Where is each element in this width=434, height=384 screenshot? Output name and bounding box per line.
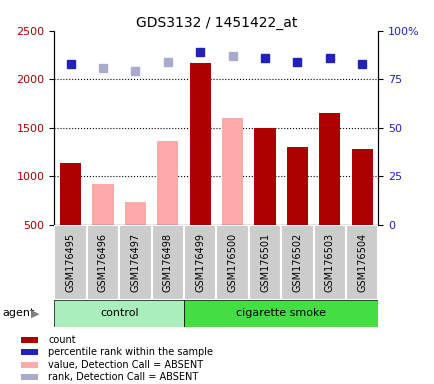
Text: ▶: ▶ xyxy=(30,308,39,318)
FancyBboxPatch shape xyxy=(184,225,216,300)
Text: control: control xyxy=(100,308,138,318)
FancyBboxPatch shape xyxy=(151,225,184,300)
Bar xyxy=(254,128,275,225)
Text: percentile rank within the sample: percentile rank within the sample xyxy=(48,347,213,358)
Text: GSM176503: GSM176503 xyxy=(324,233,334,291)
FancyBboxPatch shape xyxy=(281,225,313,300)
Bar xyxy=(21,362,38,368)
Text: count: count xyxy=(48,335,76,345)
Bar xyxy=(222,118,243,225)
FancyBboxPatch shape xyxy=(313,225,345,300)
Text: GSM176497: GSM176497 xyxy=(130,233,140,291)
Bar xyxy=(92,184,113,225)
Bar xyxy=(21,374,38,380)
Bar xyxy=(184,300,378,327)
Text: value, Detection Call = ABSENT: value, Detection Call = ABSENT xyxy=(48,360,203,370)
Text: GSM176495: GSM176495 xyxy=(66,233,76,291)
FancyBboxPatch shape xyxy=(54,225,87,300)
Text: GSM176499: GSM176499 xyxy=(195,233,205,291)
Bar xyxy=(54,300,184,327)
Bar xyxy=(286,147,307,225)
FancyBboxPatch shape xyxy=(248,225,281,300)
Text: rank, Detection Call = ABSENT: rank, Detection Call = ABSENT xyxy=(48,372,198,382)
FancyBboxPatch shape xyxy=(119,225,151,300)
Text: cigarette smoke: cigarette smoke xyxy=(236,308,326,318)
Text: GSM176501: GSM176501 xyxy=(260,233,270,291)
Bar xyxy=(189,63,210,225)
Text: GSM176496: GSM176496 xyxy=(98,233,108,291)
Text: GSM176504: GSM176504 xyxy=(356,233,366,291)
Bar xyxy=(157,141,178,225)
Text: GSM176498: GSM176498 xyxy=(162,233,172,291)
Text: agent: agent xyxy=(2,308,34,318)
Title: GDS3132 / 1451422_at: GDS3132 / 1451422_at xyxy=(135,16,296,30)
FancyBboxPatch shape xyxy=(87,225,119,300)
FancyBboxPatch shape xyxy=(345,225,378,300)
Text: GSM176502: GSM176502 xyxy=(292,232,302,292)
Bar xyxy=(21,349,38,355)
Bar xyxy=(21,337,38,343)
Bar xyxy=(319,113,339,225)
Bar xyxy=(60,162,81,225)
FancyBboxPatch shape xyxy=(216,225,248,300)
Bar xyxy=(125,202,145,225)
Bar xyxy=(351,149,372,225)
Text: GSM176500: GSM176500 xyxy=(227,233,237,291)
